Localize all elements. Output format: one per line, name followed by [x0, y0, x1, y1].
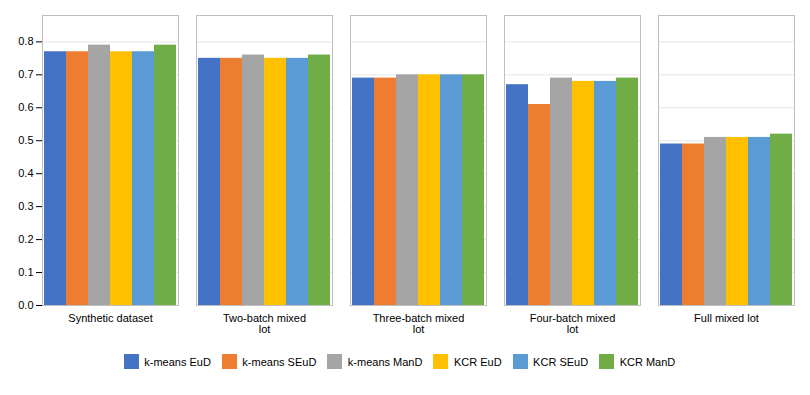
svg-text:Three-batch mixedlot: Three-batch mixedlot	[373, 312, 465, 335]
html-text:KCR SEuD: KCR SEuD	[533, 355, 589, 368]
svg-text:0.3: 0.3	[18, 200, 33, 212]
svg-text:Synthetic dataset: Synthetic dataset	[68, 312, 152, 324]
svg-text:Four-batch mixedlot: Four-batch mixedlot	[530, 312, 616, 335]
svg-text:0.6: 0.6	[18, 101, 33, 113]
html-text:k-means SEuD: k-means SEuD	[242, 355, 317, 368]
svg-text:0.0: 0.0	[18, 299, 33, 311]
html-text:k-means EuD: k-means EuD	[144, 355, 211, 368]
html-text:k-means ManD: k-means ManD	[347, 355, 423, 368]
html-text:KCR ManD: KCR ManD	[619, 355, 676, 368]
svg-text:Full mixed lot: Full mixed lot	[694, 312, 759, 324]
svg-text:0.5: 0.5	[18, 134, 33, 146]
html-text:KCR EuD: KCR EuD	[453, 355, 502, 368]
svg-text:0.2: 0.2	[18, 233, 33, 245]
svg-text:Two-batch mixedlot: Two-batch mixedlot	[223, 312, 306, 335]
svg-text:0.8: 0.8	[18, 35, 33, 47]
svg-text:0.7: 0.7	[18, 68, 33, 80]
svg-text:0.1: 0.1	[18, 266, 33, 278]
svg-text:0.4: 0.4	[18, 167, 33, 179]
